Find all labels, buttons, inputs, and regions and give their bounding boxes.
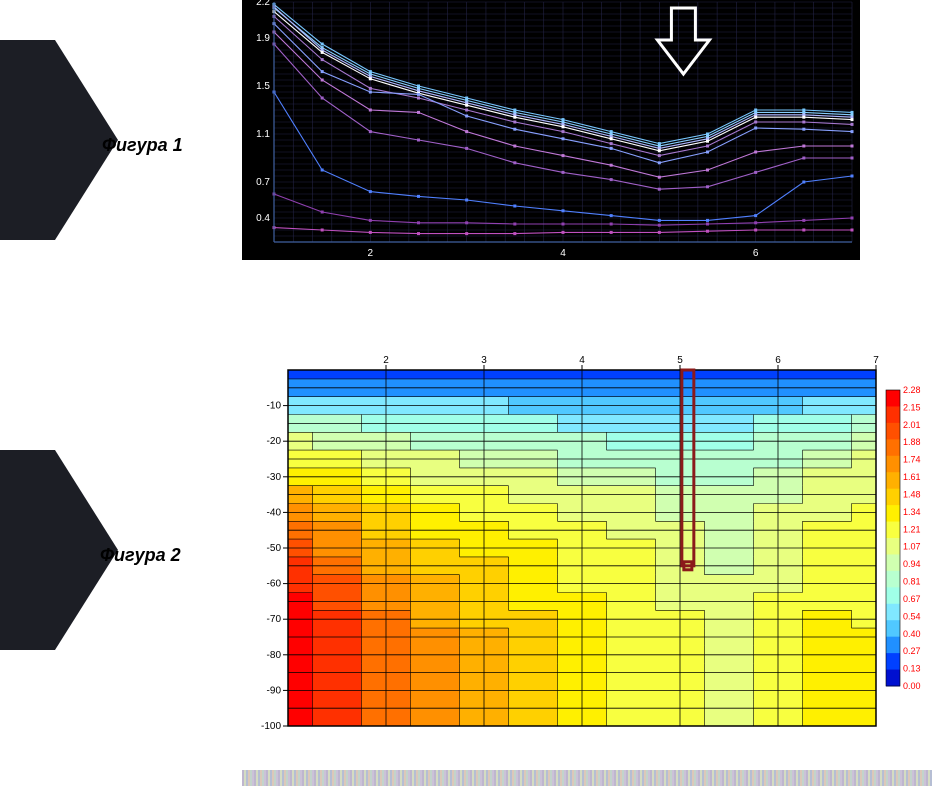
x-tick: 4 (560, 248, 566, 259)
y-tick: -10 (267, 401, 282, 412)
colorbar-tick: 1.74 (903, 455, 921, 465)
y-tick: 0.7 (256, 177, 270, 188)
y-tick: -30 (267, 472, 282, 483)
y-tick: -20 (267, 436, 282, 447)
x-tick: 3 (481, 355, 487, 366)
colorbar-tick: 2.28 (903, 385, 921, 395)
colorbar-tick: 2.15 (903, 402, 921, 412)
colorbar-tick: 0.54 (903, 611, 921, 621)
y-tick: 0.4 (256, 213, 270, 224)
y-tick: 1.9 (256, 33, 270, 44)
colorbar-tick: 1.88 (903, 437, 921, 447)
x-tick: 2 (383, 355, 389, 366)
x-tick: 6 (753, 248, 759, 259)
colorbar-tick: 0.27 (903, 646, 921, 656)
y-tick: 1.5 (256, 81, 270, 92)
y-tick: -60 (267, 579, 282, 590)
x-tick: 2 (368, 248, 374, 259)
y-tick: -100 (261, 721, 281, 732)
colorbar-tick: 1.61 (903, 472, 921, 482)
x-tick: 4 (579, 355, 585, 366)
colorbar-tick: 1.48 (903, 489, 921, 499)
y-tick: -50 (267, 543, 282, 554)
colorbar-tick: 1.34 (903, 507, 921, 517)
noise-strip (242, 770, 932, 786)
y-tick: 1.1 (256, 129, 270, 140)
colorbar-tick: 1.21 (903, 524, 921, 534)
y-tick: -40 (267, 507, 282, 518)
x-tick: 7 (873, 355, 879, 366)
figure2-label: Фигура 2 (100, 545, 181, 566)
colorbar-tick: 0.67 (903, 594, 921, 604)
colorbar-tick: 0.00 (903, 681, 921, 691)
x-tick: 6 (775, 355, 781, 366)
figure1-chart: 0.4 0.7 1.1 1.5 1.9 2.2 2 4 6 (242, 0, 860, 260)
arrow-annotation (657, 8, 709, 74)
y-tick: -90 (267, 685, 282, 696)
figure2-chart: 2 3 4 5 6 7 -10 -20 -30 -40 -50 -60 -70 -80 -90 -100 2.… (242, 352, 932, 732)
colorbar-tick: 0.40 (903, 629, 921, 639)
y-tick: 2.2 (256, 0, 270, 8)
colorbar-tick: 0.94 (903, 559, 921, 569)
colorbar-tick: 2.01 (903, 420, 921, 430)
y-tick: -70 (267, 614, 282, 625)
colorbar-tick: 0.13 (903, 664, 921, 674)
colorbar-tick: 0.81 (903, 577, 921, 587)
colorbar-tick: 1.07 (903, 542, 921, 552)
figure1-label: Фигура 1 (102, 135, 183, 156)
x-tick: 5 (677, 355, 683, 366)
y-tick: -80 (267, 650, 282, 661)
